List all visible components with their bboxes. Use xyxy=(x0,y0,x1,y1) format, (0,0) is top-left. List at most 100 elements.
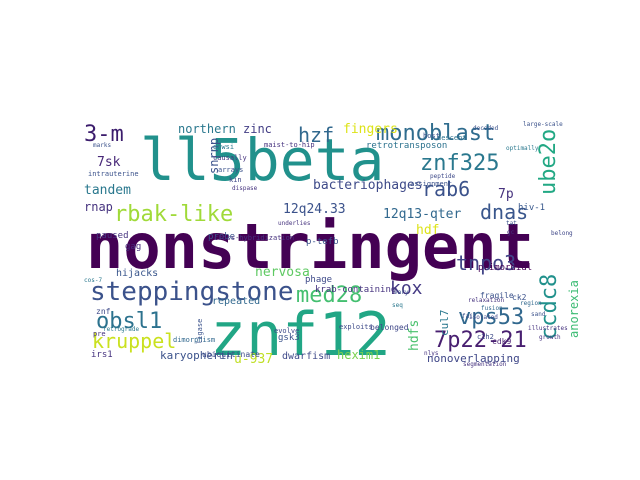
word-8: ube2o xyxy=(536,129,561,195)
word-68: kin xyxy=(229,176,242,184)
word-91: illustrates xyxy=(528,325,568,332)
word-65: gnwsi xyxy=(213,143,234,151)
word-36: hexim1 xyxy=(337,348,380,362)
word-92: marks xyxy=(93,142,111,149)
word-60: maist-to-hip xyxy=(264,141,315,149)
word-64: dimorphism xyxy=(173,336,215,344)
word-30: snrnp xyxy=(207,138,221,174)
word-77: exploits xyxy=(339,323,373,331)
word-87: fusion xyxy=(481,305,503,312)
word-45: gag xyxy=(125,242,141,252)
word-55: ubiquitinate xyxy=(202,350,260,359)
word-48: p-tefb xyxy=(306,237,339,247)
word-22: bacteriophages xyxy=(313,178,423,193)
word-layer: nonstringent znf12 ll5beta steppingstone mon… xyxy=(84,121,581,370)
word-66: causally xyxy=(213,154,247,162)
word-74: peptide xyxy=(430,173,456,180)
word-23: 12q24.33 xyxy=(283,202,346,217)
word-34: anorexia xyxy=(567,280,581,338)
word-0: nonstringent xyxy=(86,210,534,283)
word-88: relaxation xyxy=(468,297,505,304)
word-19: kruppel xyxy=(92,329,176,353)
word-4: monoblast xyxy=(376,121,495,146)
word-2: ll5beta xyxy=(140,126,384,194)
word-32: hdf xyxy=(416,223,439,238)
word-97: tat xyxy=(506,220,517,227)
word-9: rbak-like xyxy=(114,202,233,227)
word-51: primordial xyxy=(478,263,532,273)
word-46: probe xyxy=(208,232,235,242)
word-38: karyopherin xyxy=(160,349,233,362)
word-85: decoded xyxy=(473,125,499,132)
word-24: 12q13-qter xyxy=(383,207,461,222)
word-95: vary xyxy=(394,289,409,296)
word-26: zinc xyxy=(243,122,272,136)
word-3: steppingstone xyxy=(90,277,294,307)
word-49: phage xyxy=(305,275,332,285)
word-98: nlys xyxy=(424,350,439,357)
word-50: krab-containing xyxy=(315,285,396,295)
word-56: cross-hybridization xyxy=(214,234,294,242)
word-40: nonoverlapping xyxy=(427,352,520,365)
word-16: ccdc8 xyxy=(537,274,562,340)
word-59: fragile xyxy=(480,291,514,300)
word-78: sand xyxy=(531,311,546,318)
word-90: belong xyxy=(551,230,573,237)
word-43: repeated xyxy=(212,296,260,307)
word-63: intrauterine xyxy=(88,170,139,178)
word-86: isolated xyxy=(469,314,498,321)
word-72: host xyxy=(423,132,440,140)
word-7: hzf xyxy=(298,123,334,147)
word-11: dnas xyxy=(480,200,528,224)
word-53: gsk3 xyxy=(278,333,300,343)
word-71: ligase xyxy=(196,319,204,344)
word-67: arrays xyxy=(218,166,243,174)
word-93: region xyxy=(520,300,542,307)
word-15: tnpo3 xyxy=(456,251,516,275)
word-12: 7p xyxy=(498,187,514,202)
word-58: znf xyxy=(96,307,111,316)
word-82: gc xyxy=(507,229,515,236)
word-96: pre xyxy=(93,330,106,338)
word-27: tandem xyxy=(84,183,131,198)
word-35: cul7 xyxy=(438,310,451,337)
word-10: rab6 xyxy=(422,177,470,201)
word-29: rnap xyxy=(84,200,113,214)
word-21: fingers xyxy=(343,122,398,137)
word-81: underlies xyxy=(278,220,311,227)
word-84: optimally xyxy=(506,145,539,152)
word-75: c2h2 xyxy=(477,333,494,341)
word-31: nervosa xyxy=(255,265,310,280)
word-39: dwarfism xyxy=(282,351,330,362)
cloud-canvas xyxy=(80,120,576,370)
word-6: znf325 xyxy=(420,151,499,176)
word-52: irs1 xyxy=(91,350,113,360)
word-42: hijacks xyxy=(116,268,158,279)
word-61: evolve xyxy=(274,327,299,335)
word-47: hiv-1 xyxy=(518,203,545,213)
word-54: belonged xyxy=(370,323,409,332)
word-41: retrotransposon xyxy=(366,141,447,151)
word-44: paused xyxy=(96,231,129,241)
word-25: northern xyxy=(178,122,236,136)
word-83: large-scale xyxy=(523,121,563,128)
word-17: vps53 xyxy=(458,305,524,330)
word-76: ck2 xyxy=(512,293,527,302)
word-37: u-937 xyxy=(234,352,273,367)
word-14: kox xyxy=(390,278,423,299)
word-28: 7sk xyxy=(97,155,121,170)
word-99: seq xyxy=(392,302,403,309)
word-18: obsl1 xyxy=(96,309,162,334)
word-94: growth xyxy=(539,334,561,341)
word-62: assignment xyxy=(410,180,452,188)
word-80: cos-7 xyxy=(84,277,102,284)
word-1: znf12 xyxy=(210,300,391,370)
word-70: retrograde xyxy=(103,326,140,333)
word-33: hdfs xyxy=(407,320,422,351)
word-5: 3-m xyxy=(84,122,124,147)
word-79: segmentation xyxy=(463,361,507,368)
word-57: cdk9 xyxy=(492,337,511,346)
word-69: dispase xyxy=(232,185,258,192)
word-89: fail xyxy=(462,313,477,320)
